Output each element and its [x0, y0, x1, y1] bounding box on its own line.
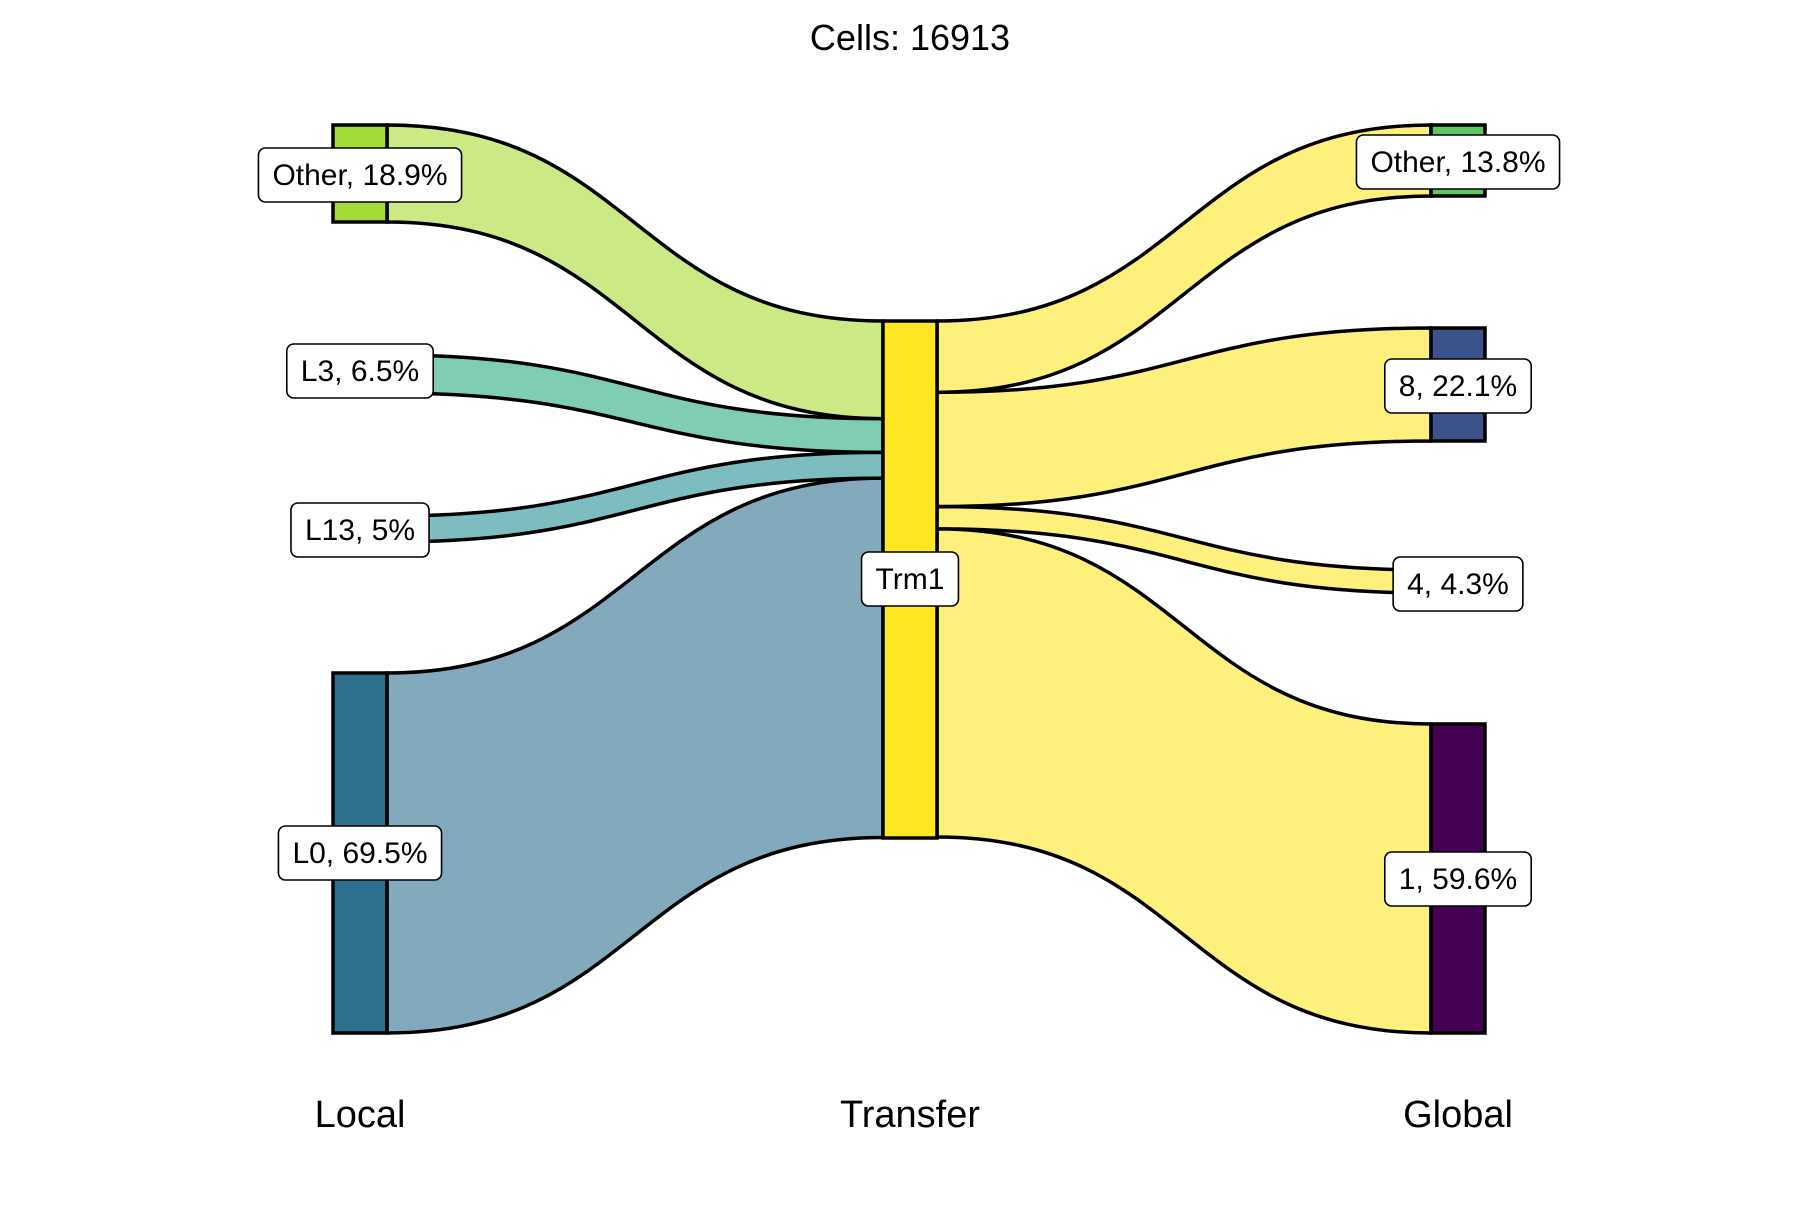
label-text-transfer-trm1: Trm1 [876, 563, 945, 596]
label-text-global-1: 1, 59.6% [1399, 863, 1517, 896]
flow-transfer-to-global-1 [935, 527, 1433, 1035]
flows-layer [385, 123, 1433, 1035]
label-text-global-8: 8, 22.1% [1399, 370, 1517, 403]
label-box-local-other [257, 147, 463, 203]
label-global-1: 1, 59.6% [1383, 851, 1533, 907]
axis-label-global: Global [1403, 1094, 1513, 1136]
label-box-local-l13 [290, 502, 430, 558]
label-box-global-8 [1383, 358, 1533, 414]
label-global-8: 8, 22.1% [1383, 358, 1533, 414]
label-text-local-l13: L13, 5% [305, 514, 415, 547]
axis-label-local: Local [315, 1094, 406, 1136]
labels-layer: Other, 18.9% L3, 6.5% L13, 5% L0, 69.5% Trm1… [257, 134, 1561, 907]
label-box-local-l0 [277, 825, 443, 881]
label-box-global-4 [1392, 556, 1524, 612]
label-local-l3: L3, 6.5% [285, 343, 435, 399]
axis-label-transfer: Transfer [840, 1094, 980, 1136]
label-global-other: Other, 13.8% [1355, 134, 1561, 190]
flow-local-l0-to-transfer [385, 476, 885, 1035]
label-box-local-l3 [285, 343, 435, 399]
label-text-global-other: Other, 13.8% [1370, 146, 1545, 179]
label-transfer-trm1: Trm1 [860, 551, 960, 607]
label-text-local-other: Other, 18.9% [272, 159, 447, 192]
label-box-transfer-trm1 [860, 551, 960, 607]
label-local-l0: L0, 69.5% [277, 825, 443, 881]
label-global-4: 4, 4.3% [1392, 556, 1524, 612]
label-box-global-1 [1383, 851, 1533, 907]
label-box-global-other [1355, 134, 1561, 190]
label-local-other: Other, 18.9% [257, 147, 463, 203]
label-text-local-l3: L3, 6.5% [301, 355, 419, 388]
label-local-l13: L13, 5% [290, 502, 430, 558]
label-text-global-4: 4, 4.3% [1407, 568, 1509, 601]
chart-title: Cells: 16913 [810, 17, 1010, 58]
label-text-local-l0: L0, 69.5% [292, 837, 427, 870]
